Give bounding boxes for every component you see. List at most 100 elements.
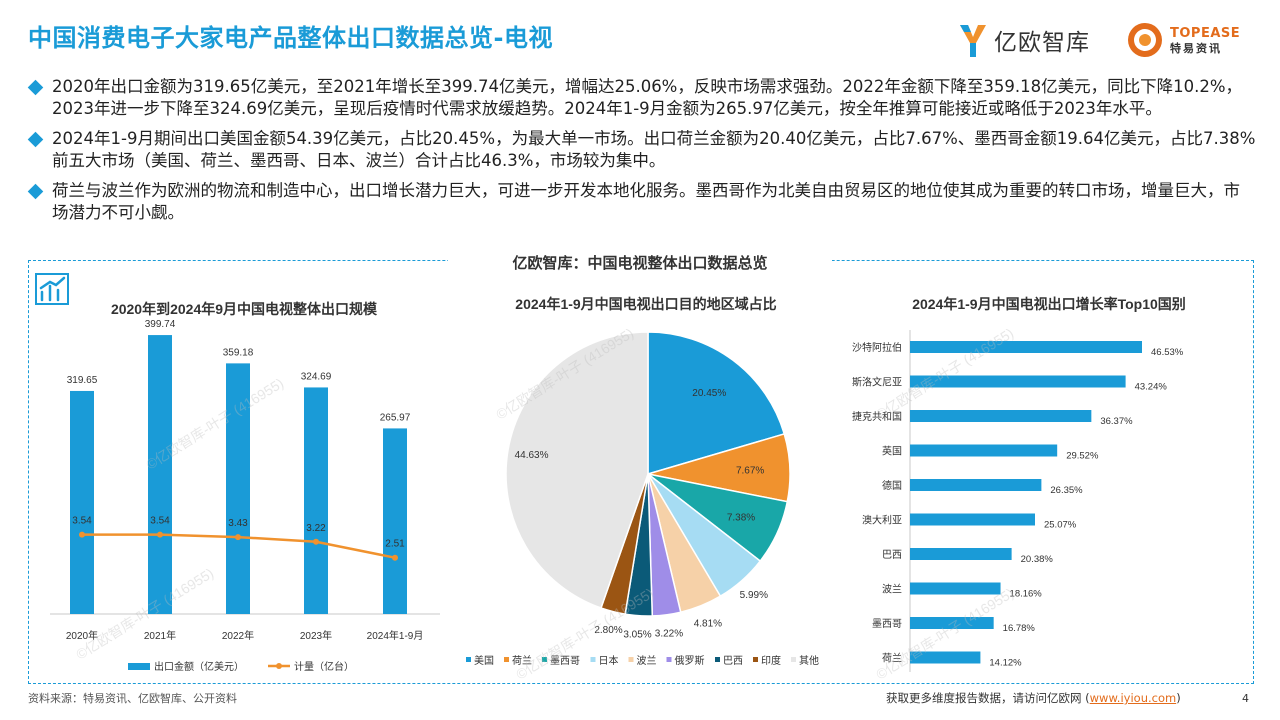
chart3-bar-label: 36.37% <box>1100 416 1133 427</box>
bullet-text: 荷兰与波兰作为欧洲的物流和制造中心，出口增长潜力巨大，可进一步开发本地化服务。墨… <box>52 181 1240 222</box>
bar-chart-icon <box>35 273 69 305</box>
chart3-bar-label: 26.35% <box>1050 485 1083 496</box>
chart2-slice-label: 20.45% <box>692 388 726 399</box>
chart2-legend-swatch <box>590 657 596 662</box>
topease-logo-cn: 特易资讯 <box>1170 41 1222 55</box>
topease-logo-en: TOPEASE <box>1170 25 1241 41</box>
chart1-line-point <box>392 554 398 561</box>
chart2-legend-label: 墨西哥 <box>550 655 580 667</box>
summary-bullets: 2020年出口金额为319.65亿美元，至2021年增长至399.74亿美元，增… <box>27 76 1256 232</box>
chart1-line-label: 3.43 <box>228 518 248 529</box>
chart3-y-tick: 澳大利亚 <box>862 514 902 527</box>
chart2-legend-swatch <box>753 657 758 662</box>
chart2-legend-swatch <box>542 657 547 662</box>
bullet-item: 荷兰与波兰作为欧洲的物流和制造中心，出口增长潜力巨大，可进一步开发本地化服务。墨… <box>27 180 1256 224</box>
chart3-y-tick: 斯洛文尼亚 <box>852 376 902 389</box>
chart2-slice-label: 3.22% <box>655 629 683 640</box>
chart1-line-point <box>79 531 85 538</box>
chart3-y-tick: 波兰 <box>882 583 902 596</box>
chart1-line-point <box>313 538 319 545</box>
chart3-bar-label: 29.52% <box>1066 451 1099 462</box>
chart1-x-tick: 2022年 <box>222 629 254 642</box>
chart2-slice-label: 5.99% <box>740 590 768 601</box>
yiou-logo: 亿欧智库 <box>958 20 1090 60</box>
chart2-slice-label: 3.05% <box>623 630 651 641</box>
chart2-title: 2024年1-9月中国电视出口目的地区域占比 <box>515 296 776 312</box>
chart3-title: 2024年1-9月中国电视出口增长率Top10国别 <box>912 296 1186 312</box>
chart2-slice-label: 4.81% <box>694 618 722 629</box>
chart2-legend-swatch <box>666 657 672 662</box>
bullet-item: 2020年出口金额为319.65亿美元，至2021年增长至399.74亿美元，增… <box>27 76 1256 120</box>
chart1-line-label: 2.51 <box>385 539 405 550</box>
footer-link[interactable]: www.iyiou.com <box>1089 691 1177 705</box>
chart2-legend-swatch <box>791 657 796 662</box>
chart3-y-tick: 沙特阿拉伯 <box>852 341 902 354</box>
chart2-legend-swatch <box>715 657 720 662</box>
chart1-x-tick: 2021年 <box>144 629 176 642</box>
chart3-bar <box>910 410 1092 422</box>
chart1-legend-line-label: 计量（亿台） <box>294 660 354 673</box>
chart2-legend-label: 其他 <box>799 654 819 667</box>
chart2-slice-label: 7.67% <box>736 465 764 476</box>
chart2-legend-label: 印度 <box>761 654 781 667</box>
chart2-legend-label: 巴西 <box>723 655 743 667</box>
chart3-y-tick: 墨西哥 <box>872 618 902 630</box>
chart1-line-label: 3.22 <box>306 523 326 534</box>
source-note: 资料来源：特易资讯、亿欧智库、公开资料 <box>28 692 237 705</box>
chart3-y-tick: 德国 <box>882 479 902 492</box>
chart3-y-tick: 荷兰 <box>882 652 902 665</box>
chart3-bar-label: 16.78% <box>1003 623 1036 634</box>
chart2-slice-label: 2.80% <box>594 625 622 636</box>
chart2-legend-swatch <box>504 657 509 662</box>
page-title: 中国消费电子大家电产品整体出口数据总览-电视 <box>28 24 553 52</box>
chart3-bar-label: 20.38% <box>1021 554 1054 565</box>
chart3-bar <box>910 479 1042 491</box>
footer-more-suffix: ) <box>1176 691 1181 705</box>
yiou-logo-text: 亿欧智库 <box>994 30 1090 56</box>
bullet-item: 2024年1-9月期间出口美国金额54.39亿美元，占比20.45%，为最大单一… <box>27 128 1256 172</box>
chart2-legend-label: 荷兰 <box>512 654 532 667</box>
chart3-y-tick: 捷克共和国 <box>852 410 902 423</box>
chart3-bar-label: 46.53% <box>1151 347 1184 358</box>
chart1-line-point <box>235 534 241 541</box>
chart2-legend-label: 日本 <box>599 654 619 667</box>
chart2-legend-label: 美国 <box>474 654 494 667</box>
chart3-bar <box>910 582 1001 595</box>
chart1-title: 2020年到2024年9月中国电视整体出口规模 <box>111 301 378 317</box>
chart2-slice-label: 44.63% <box>515 450 549 461</box>
watermark-text: ©亿欧智库-叶子 (416955) <box>873 325 1016 423</box>
chart2-slice <box>647 331 786 476</box>
chart1-legend-bar-label: 出口金额（亿美元） <box>154 660 244 673</box>
chart1-line-point <box>157 531 163 538</box>
chart1-x-tick: 2023年 <box>300 629 332 642</box>
chart1-bar <box>383 428 407 614</box>
bullet-text: 2020年出口金额为319.65亿美元，至2021年增长至399.74亿美元，增… <box>52 77 1243 118</box>
chart3-bar-label: 25.07% <box>1044 520 1077 531</box>
chart1-bar <box>226 363 250 614</box>
chart1-bar-label: 319.65 <box>67 375 98 386</box>
chart2-legend-swatch <box>628 657 634 662</box>
chart3-bar <box>910 548 1012 560</box>
chart1-legend-line-marker <box>276 663 282 669</box>
footer-more-prefix: 获取更多维度报告数据，请访问亿欧网 ( <box>886 691 1090 705</box>
yiou-logo-icon <box>960 25 986 57</box>
chart3-bar <box>910 617 994 629</box>
chart1-bar <box>148 335 172 614</box>
chart1-x-tick: 2024年1-9月 <box>367 629 424 642</box>
chart2-legend-label: 俄罗斯 <box>675 654 705 667</box>
chart3-bar <box>910 375 1126 388</box>
page-number: 4 <box>1242 692 1249 705</box>
chart3-y-tick: 巴西 <box>882 549 902 561</box>
chart3-bar-label: 43.24% <box>1135 382 1168 393</box>
chart3-bar-label: 18.16% <box>1010 589 1043 600</box>
chart2-slice-label: 7.38% <box>727 512 755 523</box>
topease-logo: TOPEASE 特易资讯 <box>1126 20 1240 60</box>
chart1-x-tick: 2020年 <box>66 629 98 642</box>
bullet-text: 2024年1-9月期间出口美国金额54.39亿美元，占比20.45%，为最大单一… <box>52 129 1256 170</box>
chart1-bar-label: 324.69 <box>301 371 332 382</box>
chart3-bar <box>910 651 981 664</box>
chart1-bar <box>304 387 328 614</box>
chart3-bar <box>910 513 1035 526</box>
chart3-bar <box>910 444 1058 457</box>
